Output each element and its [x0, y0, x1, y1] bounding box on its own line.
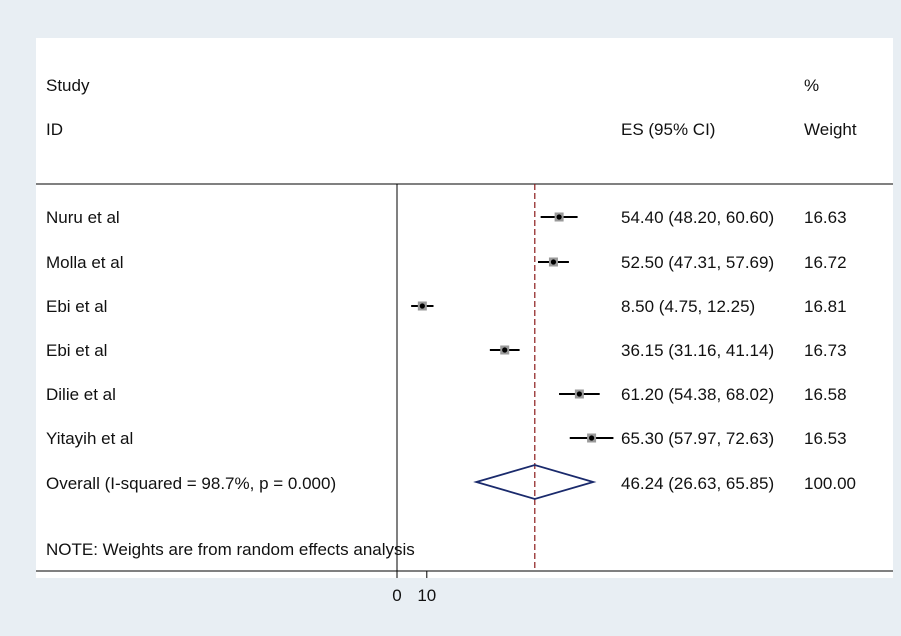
header-study: Study	[46, 76, 90, 95]
study-point-estimate	[576, 391, 582, 397]
overall-diamond	[473, 464, 597, 500]
study-label: Dilie et al	[46, 385, 116, 404]
study-row: Dilie et al 61.20 (54.38, 68.02) 16.58	[46, 385, 847, 404]
study-ci-text: 61.20 (54.38, 68.02)	[621, 385, 774, 404]
study-row: Ebi et al 8.50 (4.75, 12.25) 16.81	[46, 297, 847, 316]
study-weight: 16.58	[804, 385, 847, 404]
overall-label: Overall (I-squared = 98.7%, p = 0.000)	[46, 474, 336, 493]
study-label: Yitayih et al	[46, 429, 133, 448]
study-point-estimate	[588, 435, 595, 441]
study-weight: 16.63	[804, 208, 847, 227]
x-axis-ticks: 0 10	[392, 571, 436, 605]
study-row: Molla et al 52.50 (47.31, 57.69) 16.72	[46, 253, 847, 272]
overall-ci-text: 46.24 (26.63, 65.85)	[621, 474, 774, 493]
study-row: Ebi et al 36.15 (31.16, 41.14) 16.73	[46, 341, 847, 360]
study-rows: Nuru et al 54.40 (48.20, 60.60) 16.63 Molla…	[46, 208, 847, 448]
plot-panel	[36, 38, 893, 578]
study-ci-text: 65.30 (57.97, 72.63)	[621, 429, 774, 448]
header-percent: %	[804, 76, 819, 95]
header-id: ID	[46, 120, 63, 139]
study-ci-text: 54.40 (48.20, 60.60)	[621, 208, 774, 227]
study-label: Nuru et al	[46, 208, 120, 227]
note-text: NOTE: Weights are from random effects an…	[46, 540, 415, 559]
study-ci-text: 8.50 (4.75, 12.25)	[621, 297, 755, 316]
study-ci-text: 36.15 (31.16, 41.14)	[621, 341, 774, 360]
header-es-ci: ES (95% CI)	[621, 120, 715, 139]
study-label: Molla et al	[46, 253, 123, 272]
overall-weight: 100.00	[804, 474, 856, 493]
x-tick-label: 10	[417, 586, 436, 605]
header-weight: Weight	[804, 120, 857, 139]
study-row: Nuru et al 54.40 (48.20, 60.60) 16.63	[46, 208, 847, 227]
x-tick-label: 0	[392, 586, 401, 605]
study-weight: 16.73	[804, 341, 847, 360]
study-ci-text: 52.50 (47.31, 57.69)	[621, 253, 774, 272]
study-weight: 16.81	[804, 297, 847, 316]
study-row: Yitayih et al 65.30 (57.97, 72.63) 16.53	[46, 429, 847, 448]
study-weight: 16.72	[804, 253, 847, 272]
study-point-estimate	[550, 259, 557, 265]
study-point-estimate	[419, 303, 425, 309]
overall-row: Overall (I-squared = 98.7%, p = 0.000) 4…	[46, 464, 856, 500]
study-point-estimate	[556, 214, 562, 220]
study-weight: 16.53	[804, 429, 847, 448]
study-label: Ebi et al	[46, 341, 107, 360]
study-label: Ebi et al	[46, 297, 107, 316]
study-point-estimate	[502, 347, 508, 353]
